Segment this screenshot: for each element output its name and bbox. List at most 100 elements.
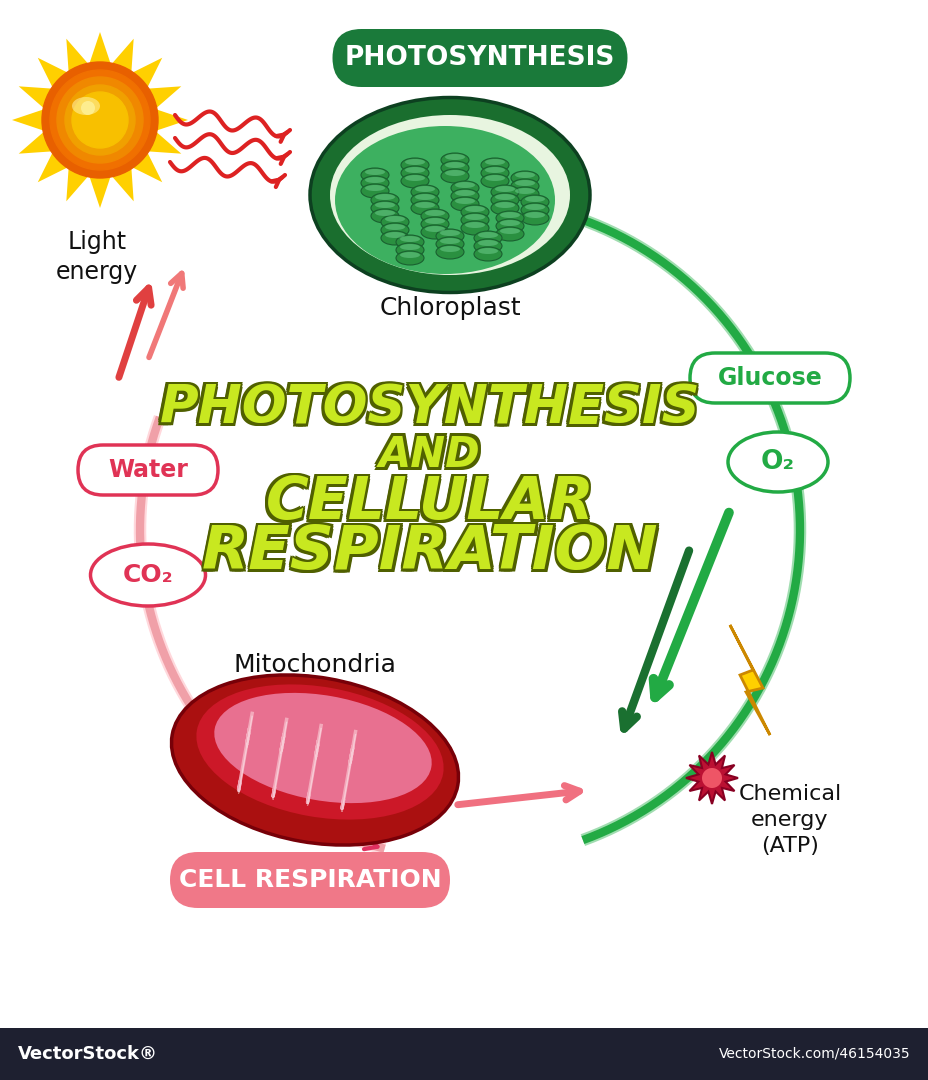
Ellipse shape — [401, 158, 429, 172]
Polygon shape — [12, 109, 43, 131]
Text: AND: AND — [376, 436, 478, 478]
Ellipse shape — [521, 195, 548, 210]
Circle shape — [57, 77, 143, 163]
Ellipse shape — [395, 235, 423, 249]
Text: CELLULAR: CELLULAR — [268, 477, 596, 534]
Ellipse shape — [514, 188, 535, 194]
Ellipse shape — [365, 185, 384, 191]
Ellipse shape — [384, 224, 405, 230]
Ellipse shape — [440, 246, 459, 252]
Ellipse shape — [361, 168, 389, 183]
Polygon shape — [685, 752, 737, 804]
Polygon shape — [148, 86, 181, 108]
Ellipse shape — [491, 185, 519, 199]
Ellipse shape — [510, 171, 538, 185]
Ellipse shape — [196, 685, 444, 820]
Text: PHOTOSYNTHESIS: PHOTOSYNTHESIS — [162, 384, 702, 436]
FancyBboxPatch shape — [690, 353, 849, 403]
Ellipse shape — [415, 186, 434, 192]
Ellipse shape — [405, 159, 424, 165]
Ellipse shape — [90, 544, 205, 606]
Ellipse shape — [496, 211, 523, 225]
Text: CELLULAR: CELLULAR — [265, 474, 594, 531]
Ellipse shape — [495, 194, 514, 200]
Ellipse shape — [72, 97, 100, 114]
Ellipse shape — [481, 166, 509, 180]
Text: RESPIRATION: RESPIRATION — [201, 521, 658, 580]
FancyBboxPatch shape — [78, 445, 218, 495]
Ellipse shape — [524, 212, 545, 218]
Ellipse shape — [441, 153, 469, 167]
Ellipse shape — [435, 245, 463, 259]
Polygon shape — [19, 86, 51, 108]
Ellipse shape — [335, 126, 554, 274]
Text: CELLULAR: CELLULAR — [268, 472, 596, 529]
Ellipse shape — [510, 187, 538, 201]
Ellipse shape — [329, 114, 570, 275]
Text: CELLULAR: CELLULAR — [263, 477, 591, 534]
Ellipse shape — [460, 221, 488, 235]
Ellipse shape — [410, 201, 439, 215]
Ellipse shape — [365, 177, 384, 183]
Polygon shape — [38, 57, 67, 87]
Polygon shape — [133, 153, 162, 183]
Text: CO₂: CO₂ — [122, 563, 174, 588]
Text: Light
energy: Light energy — [56, 230, 138, 284]
FancyBboxPatch shape — [170, 852, 449, 908]
Ellipse shape — [491, 201, 519, 215]
Ellipse shape — [455, 198, 474, 204]
Ellipse shape — [450, 197, 479, 211]
Polygon shape — [38, 153, 67, 183]
Ellipse shape — [401, 166, 429, 180]
Ellipse shape — [445, 170, 465, 176]
Polygon shape — [112, 39, 134, 71]
Text: PHOTOSYNTHESIS: PHOTOSYNTHESIS — [157, 384, 697, 436]
Ellipse shape — [172, 675, 458, 845]
Ellipse shape — [499, 212, 520, 218]
Ellipse shape — [450, 181, 479, 195]
Ellipse shape — [370, 201, 398, 215]
Ellipse shape — [524, 195, 545, 202]
Ellipse shape — [400, 252, 419, 258]
Ellipse shape — [424, 218, 445, 224]
Text: CELLULAR: CELLULAR — [263, 472, 591, 529]
Text: RESPIRATION: RESPIRATION — [204, 526, 660, 585]
Text: PHOTOSYNTHESIS: PHOTOSYNTHESIS — [162, 382, 702, 434]
Polygon shape — [66, 168, 87, 201]
Ellipse shape — [514, 180, 535, 186]
Text: CELLULAR: CELLULAR — [265, 472, 594, 529]
Ellipse shape — [478, 248, 497, 254]
Text: AND: AND — [379, 434, 481, 476]
Ellipse shape — [491, 193, 519, 207]
Text: PHOTOSYNTHESIS: PHOTOSYNTHESIS — [162, 379, 702, 432]
Text: RESPIRATION: RESPIRATION — [204, 524, 660, 582]
Polygon shape — [133, 57, 162, 87]
Text: AND: AND — [381, 432, 483, 473]
Ellipse shape — [450, 189, 479, 203]
FancyBboxPatch shape — [332, 29, 626, 87]
Ellipse shape — [380, 215, 408, 229]
Ellipse shape — [441, 161, 469, 175]
Ellipse shape — [460, 205, 488, 219]
Polygon shape — [148, 132, 181, 153]
Ellipse shape — [499, 220, 520, 226]
Ellipse shape — [473, 239, 501, 253]
Text: AND: AND — [381, 436, 483, 478]
Ellipse shape — [370, 193, 398, 207]
Ellipse shape — [521, 203, 548, 217]
Ellipse shape — [375, 194, 394, 200]
Ellipse shape — [405, 175, 424, 181]
Ellipse shape — [361, 184, 389, 198]
Text: VectorStock®: VectorStock® — [18, 1045, 158, 1063]
Bar — [0, 1028, 928, 1080]
Ellipse shape — [524, 204, 545, 210]
Ellipse shape — [484, 159, 505, 165]
Ellipse shape — [415, 194, 434, 200]
Ellipse shape — [481, 174, 509, 188]
Ellipse shape — [484, 175, 505, 181]
Ellipse shape — [440, 238, 459, 244]
Ellipse shape — [424, 226, 445, 232]
Text: Mitochondria: Mitochondria — [233, 653, 396, 677]
Ellipse shape — [415, 202, 434, 208]
Text: RESPIRATION: RESPIRATION — [199, 526, 655, 585]
